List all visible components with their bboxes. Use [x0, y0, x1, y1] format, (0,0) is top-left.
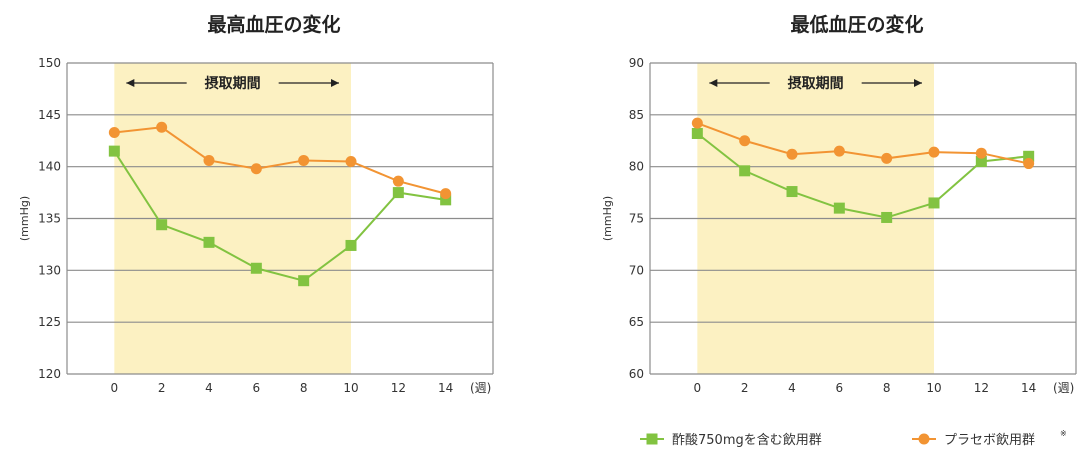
- data-point-circle: [203, 154, 215, 166]
- series-acetic-acid-group: [108, 145, 452, 287]
- arrow-left-head: [709, 79, 718, 87]
- x-tick-label: 4: [788, 381, 796, 395]
- x-tick-label: 8: [300, 381, 308, 395]
- y-tick-label: 75: [629, 212, 644, 226]
- data-point-circle: [345, 155, 357, 167]
- y-tick-label: 125: [38, 315, 61, 329]
- y-tick-label: 130: [38, 263, 61, 277]
- y-tick-label: 135: [38, 212, 61, 226]
- legend-square-marker: [646, 433, 658, 445]
- arrow-left-head: [126, 79, 135, 87]
- series-line: [696, 122, 1029, 165]
- data-point-circle: [691, 117, 703, 129]
- y-axis-label: (mmHg): [18, 196, 31, 241]
- y-tick-label: 80: [629, 160, 644, 174]
- y-tick-label: 60: [629, 367, 644, 381]
- intake-period-label: 摂取期間: [205, 75, 261, 92]
- legend-item-acetic-acid-group: 酢酸750mgを含む飲用群: [640, 432, 822, 448]
- chart-title: 最高血圧の変化: [207, 13, 340, 36]
- data-point-circle: [156, 121, 168, 133]
- y-tick-label: 150: [38, 56, 61, 70]
- systolic-chart: 最高血圧の変化 120 125 130 135 140 145 150 (mmHg) 0 2 4 6 8 1…: [18, 13, 494, 395]
- y-axis-label: (mmHg): [601, 196, 614, 241]
- data-point-circle: [108, 126, 120, 138]
- series-line: [114, 126, 446, 195]
- data-point-circle: [440, 188, 452, 200]
- intake-period-arrow: [126, 79, 339, 87]
- series-line: [113, 150, 446, 282]
- legend-circle-marker: [918, 433, 930, 445]
- data-point-square: [881, 211, 893, 223]
- data-point-square: [786, 186, 798, 198]
- data-point-square: [108, 145, 120, 157]
- legend-label-acetic-acid-group: 酢酸750mgを含む飲用群: [672, 432, 822, 448]
- y-tick-label: 140: [38, 160, 61, 174]
- x-tick-label: 12: [391, 381, 406, 395]
- x-tick-label: 14: [438, 381, 453, 395]
- y-tick-label: 70: [629, 263, 644, 277]
- intake-period-arrow: [709, 79, 922, 87]
- series-line: [696, 132, 1029, 219]
- x-tick-label: 0: [694, 381, 702, 395]
- x-tick-label: 6: [253, 381, 261, 395]
- y-tick-label: 145: [38, 108, 61, 122]
- x-tick-label: 8: [883, 381, 891, 395]
- series-acetic-acid-group: [691, 127, 1035, 223]
- y-tick-label: 90: [629, 56, 644, 70]
- data-point-circle: [392, 175, 404, 187]
- data-point-circle: [928, 146, 940, 158]
- arrow-right-head: [914, 79, 922, 87]
- arrow-right-head: [331, 79, 339, 87]
- intake-period-label: 摂取期間: [788, 75, 844, 92]
- x-tick-label: 6: [836, 381, 844, 395]
- y-tick-label: 65: [629, 315, 644, 329]
- data-point-square: [691, 127, 703, 139]
- data-point-square: [156, 219, 168, 231]
- data-point-square: [440, 194, 452, 206]
- data-point-square: [833, 202, 845, 214]
- x-tick-label: 10: [926, 381, 941, 395]
- x-tick-label: 0: [111, 381, 119, 395]
- x-tick-label: 10: [343, 381, 358, 395]
- x-tick-label: 4: [205, 381, 213, 395]
- data-point-circle: [786, 148, 798, 160]
- data-point-square: [345, 239, 357, 251]
- data-point-square: [1023, 150, 1035, 162]
- data-point-square: [392, 187, 404, 199]
- y-tick-label: 85: [629, 108, 644, 122]
- data-point-square: [975, 155, 987, 167]
- data-point-square: [739, 165, 751, 177]
- x-tick-label: 2: [741, 381, 749, 395]
- data-point-circle: [881, 152, 893, 164]
- data-point-circle: [250, 163, 262, 175]
- x-tick-label: 2: [158, 381, 166, 395]
- data-point-square: [250, 262, 262, 274]
- data-point-circle: [975, 147, 987, 159]
- data-point-square: [928, 197, 940, 209]
- y-tick-label: 120: [38, 367, 61, 381]
- legend-label-placebo-group: プラセボ飲用群: [944, 432, 1035, 448]
- data-point-circle: [1023, 158, 1035, 170]
- x-axis-label: (週): [1053, 381, 1074, 395]
- data-point-square: [203, 236, 215, 248]
- diastolic-chart: 最低血圧の変化 60 65 70 75 80 85 90 (mmHg) 0 2 4 6 8 10 12 14 (週…: [601, 13, 1077, 395]
- x-axis-label: (週): [470, 381, 491, 395]
- data-point-circle: [833, 145, 845, 157]
- chart-title: 最低血圧の変化: [790, 13, 923, 36]
- series-placebo-group: [108, 121, 452, 200]
- legend: 酢酸750mgを含む飲用群 プラセボ飲用群 ※: [640, 429, 1067, 448]
- legend-superscript-note-mark: ※: [1060, 429, 1067, 438]
- legend-item-placebo-group: プラセボ飲用群 ※: [912, 429, 1067, 448]
- data-point-circle: [739, 135, 751, 147]
- x-tick-label: 12: [974, 381, 989, 395]
- data-point-circle: [298, 154, 310, 166]
- series-placebo-group: [691, 117, 1035, 170]
- x-tick-label: 14: [1021, 381, 1036, 395]
- data-point-square: [298, 275, 310, 287]
